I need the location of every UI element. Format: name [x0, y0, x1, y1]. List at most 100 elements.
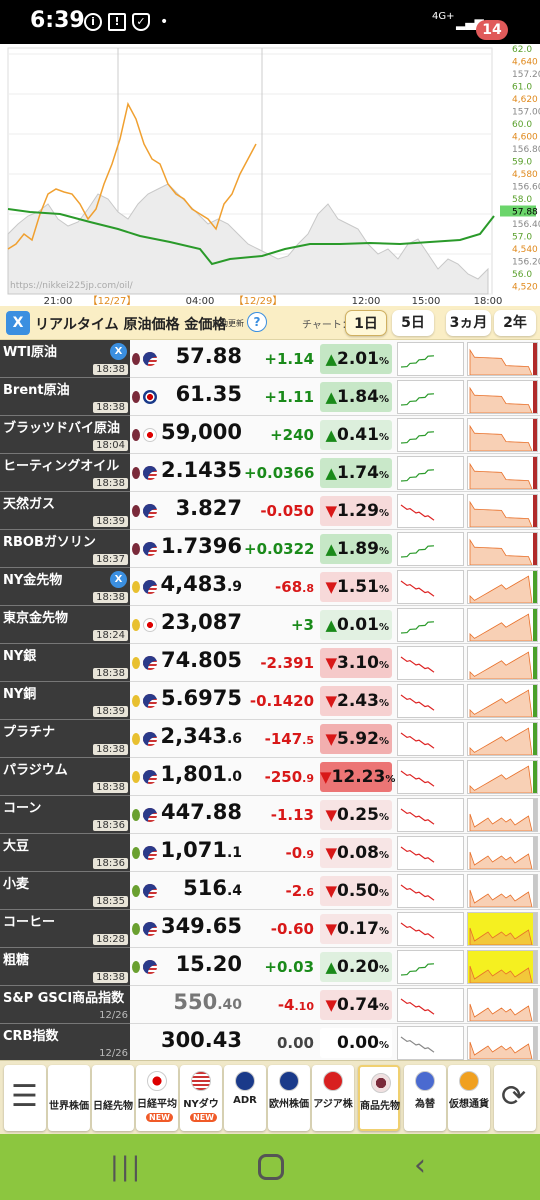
intraday-mini-chart[interactable] — [397, 760, 464, 794]
commodity-name-cell[interactable]: コーン 18:36 — [0, 796, 130, 834]
commodity-name-cell[interactable]: 粗糖 18:38 — [0, 948, 130, 986]
long-term-mini-chart[interactable] — [467, 684, 538, 718]
commodity-name-cell[interactable]: ブラッツドバイ原油 18:04 — [0, 416, 130, 454]
range-5d-button[interactable]: 5日 — [392, 310, 434, 336]
long-term-mini-chart[interactable] — [467, 874, 538, 908]
commodity-name-cell[interactable]: CRB指数 12/26 — [0, 1024, 130, 1062]
nav-item[interactable]: NYダウ NEW — [180, 1065, 222, 1131]
table-row[interactable]: ブラッツドバイ原油 18:04 59,000 +240 ▲0.41% — [0, 416, 540, 454]
long-term-mini-chart[interactable] — [467, 608, 538, 642]
table-row[interactable]: 天然ガス 18:39 3.827 -0.050 ▼1.29% — [0, 492, 540, 530]
long-term-mini-chart[interactable] — [467, 912, 538, 946]
range-3m-button[interactable]: 3ヵ月 — [446, 310, 491, 336]
long-term-mini-chart[interactable] — [467, 722, 538, 756]
commodity-name-cell[interactable]: 大豆 18:36 — [0, 834, 130, 872]
long-term-mini-chart[interactable] — [467, 646, 538, 680]
table-row[interactable]: コーヒー 18:28 349.65 -0.60 ▼0.17% — [0, 910, 540, 948]
table-row[interactable]: WTI原油 18:38 X 57.88 +1.14 ▲2.01% — [0, 340, 540, 378]
x-share-icon[interactable]: X — [110, 343, 127, 360]
intraday-mini-chart[interactable] — [397, 532, 464, 566]
table-row[interactable]: NY銀 18:38 74.805 -2.391 ▼3.10% — [0, 644, 540, 682]
intraday-mini-chart[interactable] — [397, 494, 464, 528]
commodity-name-cell[interactable]: S&P GSCI商品指数 12/26 — [0, 986, 130, 1024]
help-icon[interactable]: ? — [247, 312, 267, 332]
commodity-name-cell[interactable]: RBOBガソリン 18:37 — [0, 530, 130, 568]
intraday-mini-chart[interactable] — [397, 646, 464, 680]
commodity-name-cell[interactable]: ヒーティングオイル 18:38 — [0, 454, 130, 492]
intraday-mini-chart[interactable] — [397, 570, 464, 604]
commodity-name-cell[interactable]: Brent原油 18:38 — [0, 378, 130, 416]
table-row[interactable]: 大豆 18:36 1,071.1 -0.9 ▼0.08% — [0, 834, 540, 872]
intraday-mini-chart[interactable] — [397, 684, 464, 718]
long-term-mini-chart[interactable] — [467, 1026, 538, 1060]
nav-item[interactable]: 欧州株価 — [268, 1065, 310, 1131]
table-row[interactable]: NY銅 18:39 5.6975 -0.1420 ▼2.43% — [0, 682, 540, 720]
commodity-name-cell[interactable]: NY金先物 18:38 X — [0, 568, 130, 606]
commodity-name-cell[interactable]: 東京金先物 18:24 — [0, 606, 130, 644]
intraday-mini-chart[interactable] — [397, 988, 464, 1022]
nav-item[interactable]: 日経先物 — [92, 1065, 134, 1131]
nav-item[interactable]: 商品先物 — [358, 1065, 400, 1131]
range-2y-button[interactable]: 2年 — [494, 310, 536, 336]
commodity-name-cell[interactable]: WTI原油 18:38 X — [0, 340, 130, 378]
long-term-mini-chart[interactable] — [467, 950, 538, 984]
x-share-icon[interactable]: X — [110, 571, 127, 588]
table-row[interactable]: S&P GSCI商品指数 12/26 550.40 -4.10 ▼0.74% — [0, 986, 540, 1024]
commodity-name-cell[interactable]: NY銅 18:39 — [0, 682, 130, 720]
intraday-mini-chart[interactable] — [397, 836, 464, 870]
table-row[interactable]: プラチナ 18:38 2,343.6 -147.5 ▼5.92% — [0, 720, 540, 758]
long-term-mini-chart[interactable] — [467, 988, 538, 1022]
intraday-mini-chart[interactable] — [397, 380, 464, 414]
nav-item[interactable]: ADR — [224, 1065, 266, 1131]
intraday-mini-chart[interactable] — [397, 418, 464, 452]
commodity-name-cell[interactable]: 天然ガス 18:39 — [0, 492, 130, 530]
nav-item[interactable]: 仮想通貨 — [448, 1065, 490, 1131]
recent-apps-icon[interactable]: ||| — [110, 1152, 143, 1182]
table-row[interactable]: コーン 18:36 447.88 -1.13 ▼0.25% — [0, 796, 540, 834]
intraday-mini-chart[interactable] — [397, 342, 464, 376]
intraday-mini-chart[interactable] — [397, 1026, 464, 1060]
commodity-name-cell[interactable]: コーヒー 18:28 — [0, 910, 130, 948]
back-icon[interactable]: ‹ — [414, 1148, 426, 1183]
long-term-mini-chart[interactable] — [467, 836, 538, 870]
commodity-name-cell[interactable]: プラチナ 18:38 — [0, 720, 130, 758]
table-row[interactable]: CRB指数 12/26 300.43 0.00 0.00% — [0, 1024, 540, 1062]
commodity-name-cell[interactable]: 小麦 18:35 — [0, 872, 130, 910]
refresh-button[interactable]: ⟳ — [494, 1065, 536, 1131]
range-1d-button[interactable]: 1日 — [345, 310, 387, 336]
intraday-mini-chart[interactable] — [397, 950, 464, 984]
long-term-mini-chart[interactable] — [467, 532, 538, 566]
home-icon[interactable] — [258, 1154, 284, 1180]
intraday-mini-chart[interactable] — [397, 798, 464, 832]
table-row[interactable]: 粗糖 18:38 15.20 +0.03 ▲0.20% — [0, 948, 540, 986]
long-term-mini-chart[interactable] — [467, 494, 538, 528]
table-row[interactable]: NY金先物 18:38 X 4,483.9 -68.8 ▼1.51% — [0, 568, 540, 606]
table-row[interactable]: ヒーティングオイル 18:38 2.1435 +0.0366 ▲1.74% — [0, 454, 540, 492]
table-row[interactable]: パラジウム 18:38 1,801.0 -250.9 ▼12.23% — [0, 758, 540, 796]
menu-button[interactable]: ☰ — [4, 1065, 46, 1131]
intraday-mini-chart[interactable] — [397, 912, 464, 946]
long-term-mini-chart[interactable] — [467, 342, 538, 376]
intraday-mini-chart[interactable] — [397, 456, 464, 490]
table-row[interactable]: 小麦 18:35 516.4 -2.6 ▼0.50% — [0, 872, 540, 910]
intraday-mini-chart[interactable] — [397, 608, 464, 642]
long-term-mini-chart[interactable] — [467, 798, 538, 832]
commodity-name-cell[interactable]: パラジウム 18:38 — [0, 758, 130, 796]
long-term-mini-chart[interactable] — [467, 380, 538, 414]
commodity-name-cell[interactable]: NY銀 18:38 — [0, 644, 130, 682]
nav-item[interactable]: 為替 — [404, 1065, 446, 1131]
long-term-mini-chart[interactable] — [467, 418, 538, 452]
long-term-mini-chart[interactable] — [467, 760, 538, 794]
long-term-mini-chart[interactable] — [467, 570, 538, 604]
x-share-icon[interactable]: X — [6, 311, 30, 335]
nav-item[interactable]: 世界株価 — [48, 1065, 90, 1131]
table-row[interactable]: RBOBガソリン 18:37 1.7396 +0.0322 ▲1.89% — [0, 530, 540, 568]
intraday-mini-chart[interactable] — [397, 722, 464, 756]
intraday-mini-chart[interactable] — [397, 874, 464, 908]
table-row[interactable]: Brent原油 18:38 61.35 +1.11 ▲1.84% — [0, 378, 540, 416]
nav-item[interactable]: 日経平均 NEW — [136, 1065, 178, 1131]
nav-item[interactable]: アジア株 — [312, 1065, 354, 1131]
table-row[interactable]: 東京金先物 18:24 23,087 +3 ▲0.01% — [0, 606, 540, 644]
long-term-mini-chart[interactable] — [467, 456, 538, 490]
price-chart[interactable]: https://nikkei225jp.com/oil/21:00 【12/27】… — [0, 44, 540, 335]
